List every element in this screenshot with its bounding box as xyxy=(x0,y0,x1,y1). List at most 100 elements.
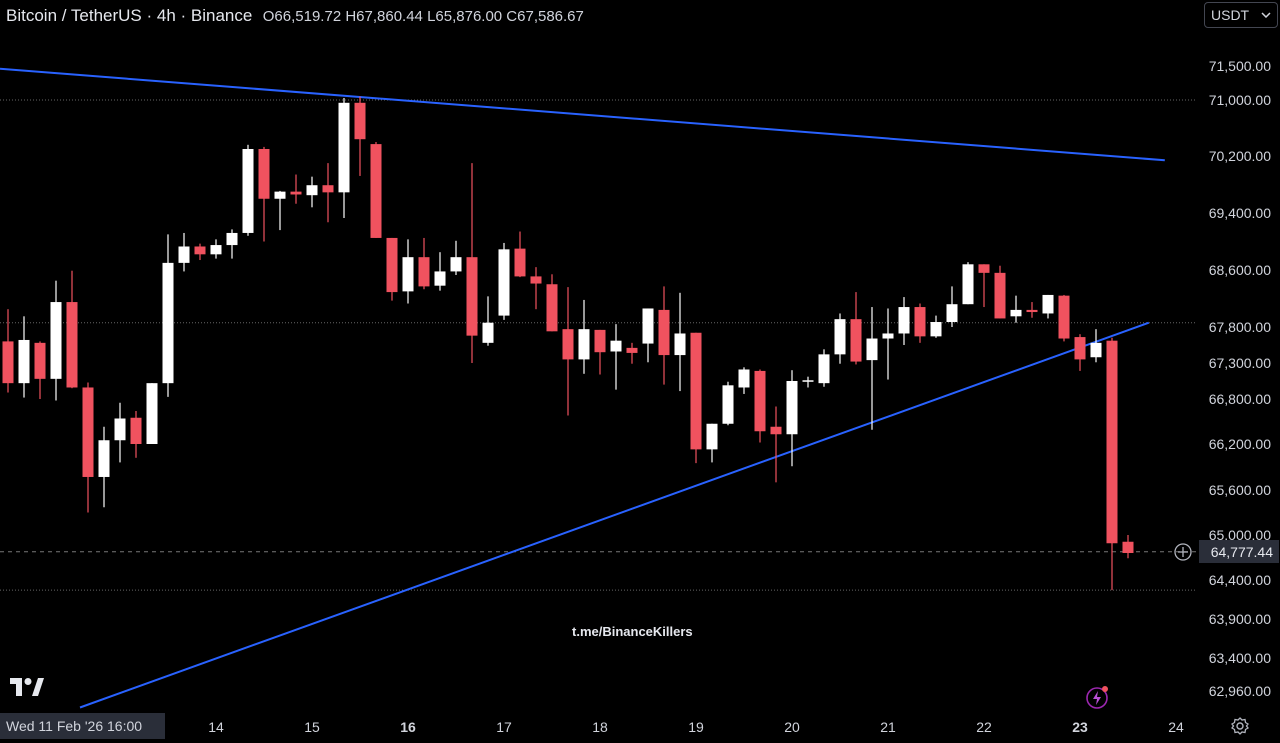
candle-body xyxy=(562,329,574,360)
candle-body xyxy=(626,347,638,353)
candle-body xyxy=(306,185,318,196)
y-axis-tick-label: 70,200.00 xyxy=(1209,148,1271,164)
y-axis-tick-label: 67,300.00 xyxy=(1209,355,1271,371)
candle-body xyxy=(610,340,622,352)
candle-body xyxy=(706,423,718,450)
trendline xyxy=(79,321,1150,709)
candle-body xyxy=(530,276,542,284)
candle-body xyxy=(514,248,526,277)
y-axis-tick-label: 65,000.00 xyxy=(1209,527,1271,543)
candle-body xyxy=(866,338,878,361)
candle-body xyxy=(322,185,334,193)
candle-body xyxy=(962,264,974,305)
candle-body xyxy=(210,245,222,255)
x-axis-tick-label: 21 xyxy=(880,719,896,735)
currency-label: USDT xyxy=(1211,7,1250,23)
x-axis-tick-label: 19 xyxy=(688,719,704,735)
candle-body xyxy=(898,307,910,334)
candle-body xyxy=(18,339,30,384)
candle-body xyxy=(242,149,254,233)
candle-body xyxy=(418,257,430,287)
y-axis-tick-label: 66,800.00 xyxy=(1209,391,1271,407)
candle-body xyxy=(546,284,558,332)
candle-body xyxy=(434,271,446,286)
crosshair-plus-icon[interactable] xyxy=(1173,542,1193,562)
crosshair-date-label: Wed 11 Feb '26 16:00 xyxy=(0,713,165,739)
y-axis-tick-label: 71,000.00 xyxy=(1209,92,1271,108)
candle-body xyxy=(818,354,830,384)
tradingview-logo-icon[interactable] xyxy=(8,676,44,698)
candle-body xyxy=(882,333,894,339)
candle-body xyxy=(130,417,142,444)
y-axis-tick-label: 66,200.00 xyxy=(1209,436,1271,452)
chart-header: Bitcoin / TetherUS · 4h · Binance O66,51… xyxy=(6,6,584,26)
y-axis-tick-label: 69,400.00 xyxy=(1209,205,1271,221)
x-axis-tick-label: 14 xyxy=(208,719,224,735)
candle-body xyxy=(498,249,510,316)
x-axis-tick-label: 18 xyxy=(592,719,608,735)
candle-body xyxy=(178,246,190,263)
candle-body xyxy=(386,237,398,293)
candle-body xyxy=(1042,294,1054,314)
candle-body xyxy=(1026,309,1038,313)
candle-body xyxy=(146,383,158,444)
candle-body xyxy=(194,246,206,255)
candle-body xyxy=(978,264,990,273)
candle-body xyxy=(946,304,958,323)
lightning-icon[interactable] xyxy=(1085,684,1111,710)
candle-body xyxy=(66,302,78,388)
candle-body xyxy=(770,426,782,435)
candle-body xyxy=(226,232,238,246)
watermark-text: t.me/BinanceKillers xyxy=(572,624,693,639)
candle-body xyxy=(114,418,126,441)
candle-body xyxy=(754,370,766,432)
candle-body xyxy=(658,309,670,356)
candle-body xyxy=(34,342,46,379)
currency-selector[interactable]: USDT xyxy=(1204,2,1278,28)
candle-body xyxy=(930,322,942,337)
trendline xyxy=(0,67,1165,162)
candle-body xyxy=(690,332,702,450)
y-axis-tick-label: 64,400.00 xyxy=(1209,572,1271,588)
candle-body xyxy=(834,319,846,355)
candle-body xyxy=(338,102,350,193)
x-axis-tick-label: 22 xyxy=(976,719,992,735)
x-axis-tick-label: 23 xyxy=(1072,719,1088,735)
x-axis-tick-label: 20 xyxy=(784,719,800,735)
x-axis-tick-label: 17 xyxy=(496,719,512,735)
candle-body xyxy=(466,257,478,336)
x-axis-tick-label: 15 xyxy=(304,719,320,735)
candle-body xyxy=(354,102,366,140)
candle-body xyxy=(786,381,798,435)
candle-body xyxy=(850,319,862,362)
candle-body xyxy=(802,380,814,382)
x-axis-tick-label: 16 xyxy=(400,719,416,735)
y-axis-tick-label: 63,400.00 xyxy=(1209,650,1271,666)
candle-body xyxy=(162,262,174,384)
y-axis-tick-label: 71,500.00 xyxy=(1209,58,1271,74)
candle-body xyxy=(1058,295,1070,339)
candle-body xyxy=(274,191,286,199)
candle-body xyxy=(258,149,270,199)
candle-body xyxy=(994,272,1006,319)
y-axis-tick-label: 65,600.00 xyxy=(1209,482,1271,498)
candle-body xyxy=(578,329,590,360)
candle-body xyxy=(402,257,414,292)
candle-body xyxy=(1074,337,1086,360)
candle-body xyxy=(482,322,494,343)
candle-body xyxy=(914,307,926,337)
y-axis-tick-label: 67,800.00 xyxy=(1209,319,1271,335)
y-axis-tick-label: 68,600.00 xyxy=(1209,262,1271,278)
candle-body xyxy=(1010,309,1022,317)
gear-icon[interactable] xyxy=(1230,716,1250,736)
candle-body xyxy=(2,341,14,384)
candle-body xyxy=(1090,342,1102,358)
candle-body xyxy=(1106,340,1118,544)
ohlc-values: O66,519.72 H67,860.44 L65,876.00 C67,586… xyxy=(262,8,584,25)
candle-body xyxy=(1122,541,1134,553)
candle-body xyxy=(370,144,382,238)
candle-body xyxy=(290,191,302,195)
symbol-title[interactable]: Bitcoin / TetherUS · 4h · Binance xyxy=(6,6,253,25)
y-axis-tick-label: 63,900.00 xyxy=(1209,611,1271,627)
